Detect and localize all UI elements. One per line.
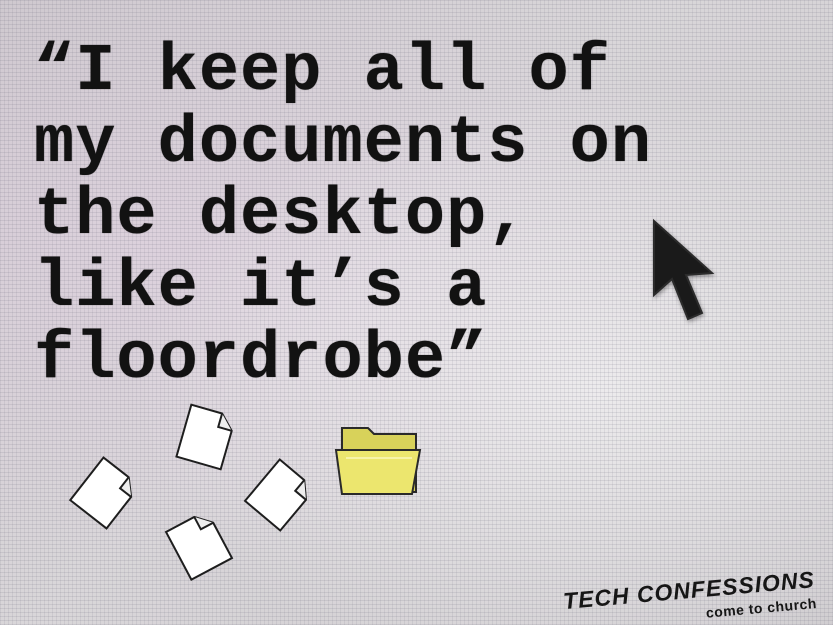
quote-line-2: my documents on	[34, 108, 652, 180]
folder-icon[interactable]	[332, 420, 428, 500]
document-icon[interactable]	[242, 457, 318, 534]
document-icon[interactable]	[67, 455, 142, 531]
quote-line-4: like it’s a	[34, 252, 652, 324]
brand-logo: TECH CONFESSIONS come to church	[562, 566, 817, 625]
quote-line-1: “I keep all of	[34, 36, 652, 108]
confession-quote: “I keep all of my documents on the deskt…	[34, 36, 652, 396]
mouse-pointer-icon	[650, 217, 720, 327]
document-icon[interactable]	[174, 402, 238, 472]
quote-line-5: floordrobe”	[34, 324, 652, 396]
document-icon[interactable]	[163, 508, 234, 583]
quote-line-3: the desktop,	[34, 180, 652, 252]
